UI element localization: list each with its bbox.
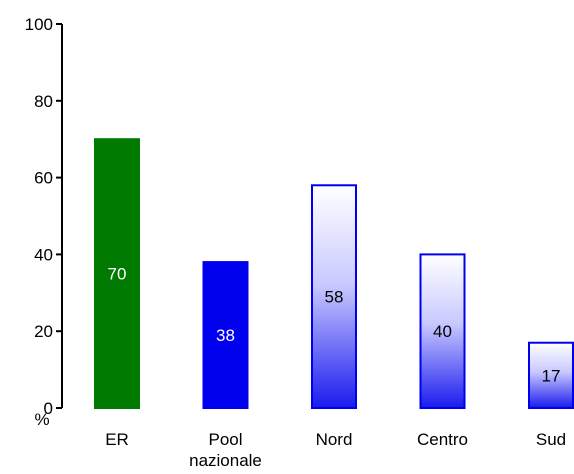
y-axis-unit-label: % (34, 410, 49, 429)
x-category-label: ER (105, 430, 129, 449)
y-tick-label: 0 (44, 399, 53, 418)
bar (528, 341, 574, 409)
bar (419, 253, 466, 409)
bar (94, 138, 140, 409)
bar (311, 184, 357, 409)
x-category-label: nazionale (189, 451, 262, 470)
bar-value-label: 17 (542, 366, 561, 385)
bar (202, 261, 249, 409)
x-axis-labels: ER Pool nazionale Nord Centro Sud (105, 430, 566, 470)
x-category-label: Pool (208, 430, 242, 449)
x-category-label: Nord (316, 430, 353, 449)
y-tick-label: 20 (34, 322, 53, 341)
y-tick-label: 100 (25, 15, 53, 34)
y-tick-label: 60 (34, 169, 53, 188)
y-tick-label: 80 (34, 92, 53, 111)
bar-value-label: 70 (108, 265, 127, 284)
bar-value-label: 58 (325, 288, 344, 307)
y-axis: 0 20 40 60 80 100 (25, 15, 63, 418)
bar-value-label: 38 (216, 326, 235, 345)
bars: 70 38 58 40 17 (94, 138, 574, 409)
x-category-label: Centro (417, 430, 468, 449)
bar-value-label: 40 (433, 322, 452, 341)
x-category-label: Sud (536, 430, 566, 449)
y-tick-label: 40 (34, 245, 53, 264)
